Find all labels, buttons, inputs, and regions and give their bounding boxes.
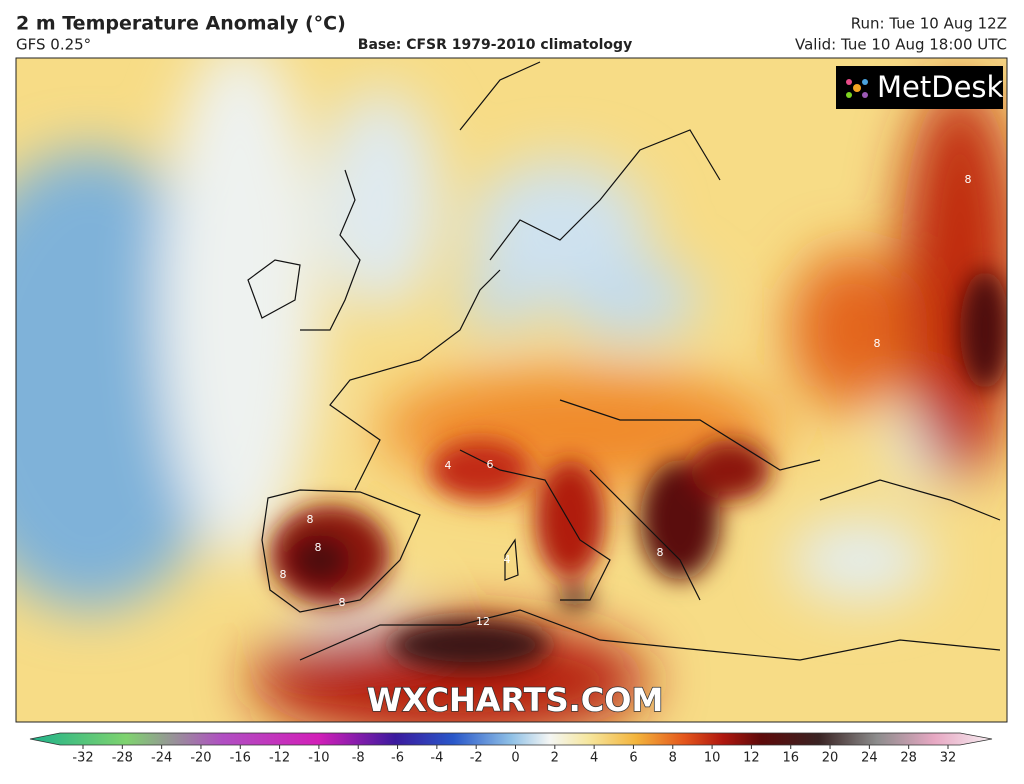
logo-mark bbox=[846, 79, 868, 98]
contour-label: 8 bbox=[307, 513, 314, 526]
colorbar-tick-label: -2 bbox=[470, 751, 483, 766]
logo: MetDesk bbox=[877, 70, 1004, 104]
colorbar-tick-label: -8 bbox=[352, 751, 365, 766]
contour-label: 8 bbox=[657, 546, 664, 559]
colorbar-tick-label: 6 bbox=[629, 751, 637, 766]
contour-label: 8 bbox=[874, 337, 881, 350]
colorbar-tick-label: -4 bbox=[430, 751, 443, 766]
colorbar-tick-label: 28 bbox=[900, 751, 917, 766]
colorbar-tick-label: -32 bbox=[72, 751, 93, 766]
contour-label: 4 bbox=[504, 553, 511, 566]
contour-label: 6 bbox=[487, 458, 494, 471]
colorbar-tick-label: 24 bbox=[861, 751, 878, 766]
contour-label: 4 bbox=[445, 459, 452, 472]
colorbar-tick-label: -12 bbox=[269, 751, 290, 766]
base: Base: CFSR 1979-2010 climatology bbox=[358, 37, 632, 53]
contour-label: 12 bbox=[476, 615, 490, 628]
colorbar-tick-label: -20 bbox=[190, 751, 211, 766]
map: 8 8 8 8 4 12 8 8 8 4 6 bbox=[16, 58, 1007, 722]
colorbar-tick-label: 32 bbox=[940, 751, 957, 766]
colorbar-tick-label: 0 bbox=[511, 751, 519, 766]
colorbar-tick-label: 2 bbox=[551, 751, 559, 766]
valid: Valid: Tue 10 Aug 18:00 UTC bbox=[795, 36, 1007, 54]
colorbar-tick-label: -16 bbox=[230, 751, 251, 766]
model: GFS 0.25° bbox=[16, 36, 91, 54]
colorbar-tick-label: -6 bbox=[391, 751, 404, 766]
coastlines bbox=[247, 61, 1001, 661]
colorbar-tick-label: 8 bbox=[669, 751, 677, 766]
colorbar-tick-label: -24 bbox=[151, 751, 172, 766]
title: 2 m Temperature Anomaly (°C) bbox=[16, 13, 346, 35]
contour-label: 8 bbox=[965, 173, 972, 186]
colorbar-tick-label: 4 bbox=[590, 751, 598, 766]
colorbar-tick-label: 12 bbox=[743, 751, 760, 766]
watermark: WXCHARTS.COM bbox=[367, 681, 664, 719]
logo-box bbox=[836, 66, 1003, 109]
colorbar-tick-label: 10 bbox=[704, 751, 721, 766]
map-frame bbox=[15, 57, 1008, 723]
colorbar-tick-label: -10 bbox=[308, 751, 329, 766]
colorbar-tick-label: 20 bbox=[822, 751, 839, 766]
contour-label: 8 bbox=[315, 541, 322, 554]
colorbar bbox=[29, 732, 993, 746]
run: Run: Tue 10 Aug 12Z bbox=[851, 15, 1007, 33]
contour-label: 8 bbox=[339, 596, 346, 609]
colorbar-tick-label: -28 bbox=[112, 751, 133, 766]
contour-label: 8 bbox=[280, 568, 287, 581]
colorbar-tick-label: 16 bbox=[782, 751, 799, 766]
